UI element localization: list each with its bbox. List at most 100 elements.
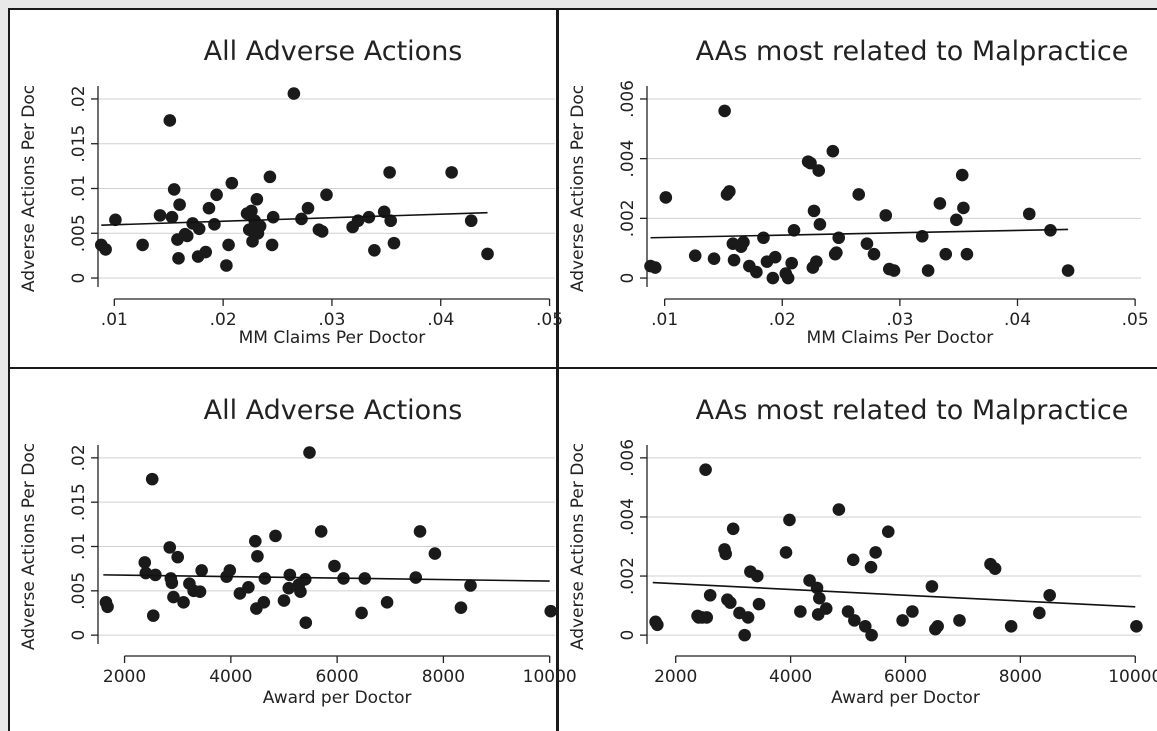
- data-point: [688, 249, 702, 262]
- data-point: [242, 580, 255, 594]
- data-point: [220, 259, 233, 272]
- data-point: [413, 525, 427, 538]
- chart-title: AAs most related to Malpractice: [696, 395, 1129, 426]
- x-tick-label: 8000: [422, 667, 465, 687]
- x-tick-label: 4000: [769, 667, 812, 687]
- data-point: [768, 250, 782, 264]
- y-tick-label: .006: [618, 439, 638, 477]
- data-point: [846, 553, 860, 567]
- data-point: [718, 104, 731, 118]
- data-point: [953, 614, 966, 627]
- y-axis-label: Adverse Actions Per Doc: [568, 85, 588, 292]
- data-point: [648, 261, 662, 274]
- data-point: [723, 596, 737, 609]
- chart-panel-bottom-right: AAs most related to Malpractice 0 .002 .004…: [559, 369, 1157, 731]
- data-point: [383, 166, 396, 179]
- data-point: [301, 201, 315, 215]
- figure: [8, 8, 1157, 731]
- data-point: [109, 213, 122, 227]
- data-point: [454, 601, 468, 614]
- data-point: [957, 201, 970, 215]
- data-point: [266, 210, 280, 224]
- data-point: [481, 247, 494, 261]
- scatter-chart: All Adverse Actions 0 .005 .01 .015 .02 .01 .02…: [19, 36, 563, 348]
- data-point: [931, 619, 944, 633]
- data-point: [860, 237, 874, 251]
- x-tick-label: 2000: [654, 667, 697, 687]
- data-point: [841, 605, 855, 618]
- fit-line: [103, 574, 550, 582]
- y-tick-label: 0: [618, 273, 638, 284]
- data-point: [1004, 619, 1018, 633]
- x-tick-label: .02: [210, 310, 237, 330]
- data-point: [810, 255, 823, 268]
- data-point: [925, 580, 939, 593]
- data-point: [283, 568, 297, 582]
- data-point: [830, 246, 843, 259]
- y-axis-label: Adverse Actions Per Doc: [19, 85, 39, 292]
- data-point: [355, 606, 368, 620]
- data-point: [222, 238, 235, 252]
- x-tick-label: .05: [536, 310, 563, 330]
- y-tick-label: .006: [618, 80, 638, 118]
- data-point: [896, 614, 909, 627]
- data-point: [428, 547, 442, 560]
- data-point: [251, 549, 264, 563]
- data-point: [752, 597, 766, 611]
- data-point: [738, 628, 751, 642]
- x-tick-label: 2000: [103, 667, 146, 687]
- data-point: [812, 164, 826, 177]
- data-point: [960, 247, 974, 261]
- data-point: [245, 204, 258, 218]
- x-axis-label: MM Claims Per Doctor: [807, 328, 994, 348]
- data-point: [294, 585, 307, 599]
- data-point: [146, 609, 160, 622]
- y-tick-label: .015: [69, 483, 89, 521]
- x-tick-label: .02: [769, 310, 796, 330]
- data-point: [933, 197, 947, 210]
- data-point: [163, 114, 177, 127]
- data-point: [939, 247, 953, 261]
- y-tick-label: .004: [618, 140, 638, 178]
- data-point: [315, 225, 329, 238]
- data-point: [719, 547, 732, 561]
- y-tick-label: .01: [69, 533, 89, 560]
- data-point: [299, 616, 313, 630]
- data-point: [153, 209, 167, 222]
- x-tick-label: 10000: [1108, 667, 1157, 687]
- scatter-chart: AAs most related to Malpractice 0 .002 .004…: [568, 36, 1149, 348]
- data-point: [787, 223, 801, 237]
- data-point: [819, 602, 833, 615]
- data-point: [172, 252, 185, 265]
- data-point: [881, 525, 895, 539]
- x-tick-label: 6000: [315, 667, 358, 687]
- data-point: [700, 611, 714, 624]
- y-tick-label: .004: [618, 498, 638, 536]
- data-point: [785, 256, 798, 270]
- data-point: [380, 596, 394, 609]
- data-point: [807, 204, 821, 218]
- data-point: [163, 541, 177, 554]
- data-point: [167, 183, 181, 196]
- y-tick-label: .02: [69, 85, 89, 112]
- data-point: [813, 218, 827, 231]
- data-point: [145, 472, 159, 486]
- data-point: [101, 600, 114, 614]
- data-point: [269, 529, 282, 543]
- data-point: [887, 264, 901, 277]
- data-point: [879, 209, 893, 222]
- y-tick-label: .005: [69, 572, 89, 610]
- data-point: [258, 572, 272, 585]
- data-point: [848, 614, 861, 627]
- data-point: [298, 572, 312, 586]
- scatter-chart: All Adverse Actions 0 .005 .01 .015 .02 2000 40…: [19, 395, 577, 708]
- data-point: [387, 236, 401, 250]
- x-tick-label: 4000: [209, 667, 252, 687]
- x-tick-label: 8000: [999, 667, 1042, 687]
- data-point: [955, 168, 969, 182]
- x-axis-label: MM Claims Per Doctor: [239, 328, 426, 348]
- data-point: [223, 564, 237, 577]
- y-tick-label: .002: [618, 557, 638, 595]
- data-point: [921, 264, 935, 277]
- data-point: [409, 571, 423, 584]
